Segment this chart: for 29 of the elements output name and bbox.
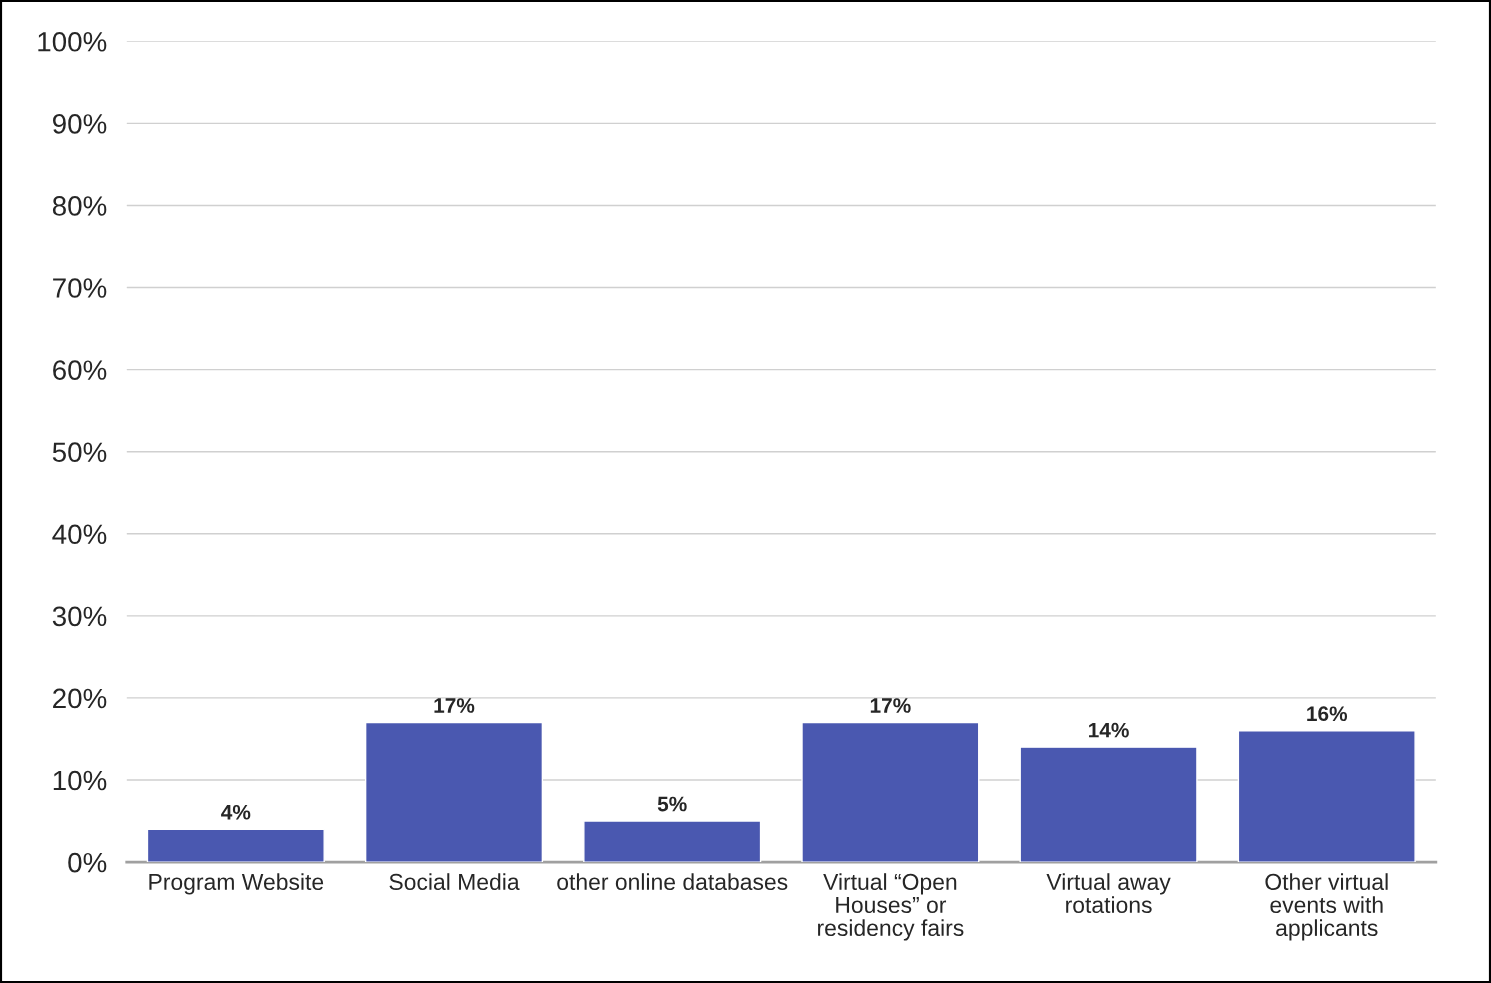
x-tick-label: Virtual “Open Houses” or residency fairs: [818, 873, 964, 941]
y-tick-label: 10%: [53, 770, 107, 791]
data-label: 16%: [1307, 706, 1348, 722]
bar: [1019, 746, 1198, 863]
data-label: 4%: [221, 804, 251, 820]
y-tick-label: 40%: [52, 524, 107, 545]
y-tick-label: 90%: [53, 114, 107, 134]
bar: [146, 828, 325, 863]
y-tick-label: 0%: [68, 852, 107, 873]
x-tick-label: Other virtual events with applicants: [1265, 873, 1388, 941]
y-tick-label: 60%: [53, 360, 107, 380]
x-tick-label: Social Media: [389, 873, 520, 891]
y-tick-label: 30%: [52, 606, 107, 627]
y-tick-label: 20%: [53, 688, 107, 709]
bar: [801, 721, 980, 863]
data-label: 5%: [657, 796, 687, 812]
data-label: 14%: [1089, 722, 1129, 738]
x-tick-label: other online databases: [557, 873, 788, 891]
bar: [583, 820, 762, 863]
y-tick-label: 70%: [53, 278, 107, 298]
y-tick-label: 80%: [52, 196, 107, 216]
y-tick-label: 50%: [52, 442, 107, 463]
data-label: 17%: [870, 698, 911, 713]
x-tick-label: Program Website: [149, 873, 324, 895]
y-tick-label: 100%: [38, 31, 107, 52]
bar: [364, 721, 544, 863]
bar: [1237, 730, 1416, 863]
data-label: 17%: [434, 698, 475, 713]
x-tick-label: Virtual away rotations: [1046, 873, 1171, 914]
